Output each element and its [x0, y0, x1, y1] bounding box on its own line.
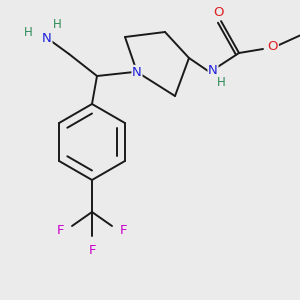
- Text: N: N: [208, 64, 218, 77]
- Text: H: H: [217, 76, 225, 89]
- Text: N: N: [42, 32, 52, 44]
- Text: O: O: [214, 7, 224, 20]
- Text: F: F: [56, 224, 64, 236]
- Text: F: F: [88, 244, 96, 257]
- Text: O: O: [268, 40, 278, 53]
- Text: H: H: [53, 17, 62, 31]
- Text: F: F: [120, 224, 127, 236]
- Text: H: H: [24, 26, 33, 38]
- Text: N: N: [132, 65, 142, 79]
